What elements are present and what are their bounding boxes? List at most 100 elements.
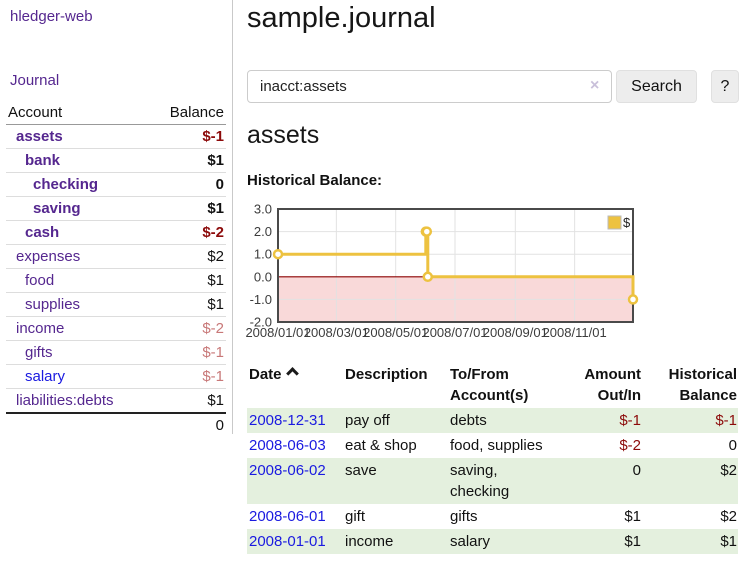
account-balance: $-1 <box>149 364 226 389</box>
account-balance: $1 <box>149 268 226 293</box>
search-form: × Search ? <box>247 70 739 103</box>
transaction-amount: $1 <box>624 508 641 525</box>
data-point-marker <box>421 226 433 237</box>
transaction-date-link[interactable]: 2008-06-02 <box>249 462 326 479</box>
transaction-description: pay off <box>345 412 390 429</box>
transaction-description: save <box>345 462 377 479</box>
transaction-description: income <box>345 533 394 550</box>
help-button[interactable]: ? <box>711 70 739 103</box>
transaction-accounts: salary <box>450 533 491 550</box>
col-tofrom-accounts: To/From Account(s) <box>450 366 529 404</box>
accounts-col-account: Account <box>6 101 150 125</box>
transaction-accounts: saving, checking <box>450 462 510 500</box>
accounts-total-value: 0 <box>149 412 226 437</box>
brand-link[interactable]: hledger-web <box>10 8 93 25</box>
account-link-supplies[interactable]: supplies <box>25 296 81 313</box>
account-link-liabilities-debts[interactable]: liabilities:debts <box>16 392 114 409</box>
plot-border <box>277 208 634 323</box>
transaction-balance: $1 <box>720 533 737 550</box>
account-row-food: food $1 <box>6 268 226 293</box>
account-link-gifts[interactable]: gifts <box>25 344 53 361</box>
x-tick-label: 2008/07/01 <box>422 325 487 340</box>
account-link-bank[interactable]: bank <box>25 152 61 169</box>
account-balance: $1 <box>149 388 226 413</box>
transaction-row: 2008-06-02 save saving, checking 0 $2 <box>247 458 738 504</box>
col-date-label: Date <box>249 366 282 383</box>
account-balance: $2 <box>149 244 226 269</box>
historical-balance-chart: 3.0 2.0 1.0 0.0 -1.0 -2.02008/01/012008/03/01… <box>245 202 639 340</box>
data-point-marker <box>272 248 284 260</box>
transaction-amount: $1 <box>624 533 641 550</box>
account-link-income[interactable]: income <box>16 320 65 337</box>
y-tick-label: -2.0 <box>250 315 272 330</box>
account-balance: $1 <box>149 292 226 317</box>
x-tick-label: 2008/11/01 <box>543 325 607 340</box>
account-row-cash: cash $-2 <box>6 220 226 245</box>
register-header-row: Date Description To/From Account(s) Amou… <box>247 362 738 408</box>
account-row-expenses: expenses $2 <box>6 244 226 269</box>
account-link-expenses[interactable]: expenses <box>16 248 81 265</box>
transaction-amount: $-2 <box>619 437 641 454</box>
col-description: Description <box>345 366 428 383</box>
transaction-accounts: gifts <box>450 508 478 525</box>
account-balance: $1 <box>149 196 226 221</box>
y-tick-label: 1.0 <box>254 247 272 262</box>
account-balance: $-1 <box>202 128 224 145</box>
page-title: sample.journal <box>247 2 436 34</box>
transaction-balance: $2 <box>720 508 737 525</box>
col-historical-balance: Historical Balance <box>668 366 737 404</box>
sidebar-item-journal[interactable]: Journal <box>10 72 60 89</box>
transaction-accounts: food, supplies <box>450 437 543 454</box>
account-link-checking[interactable]: checking <box>33 176 99 193</box>
transaction-amount: $-1 <box>619 412 641 429</box>
search-input[interactable] <box>247 70 612 103</box>
account-row-gifts: gifts $-1 <box>6 340 226 365</box>
search-button[interactable]: Search <box>616 70 697 103</box>
account-balance: $-2 <box>149 220 226 245</box>
data-point-marker <box>627 294 639 305</box>
transaction-date-link[interactable]: 2008-06-01 <box>249 508 326 525</box>
transaction-row: 2008-06-03 eat & shop food, supplies $-2… <box>247 433 738 458</box>
account-row-liabilities-debts: liabilities:debts $1 <box>6 388 226 413</box>
account-row-saving: saving $1 <box>6 196 226 221</box>
account-link-saving[interactable]: saving <box>33 200 81 217</box>
x-tick-label: 2008/05/01 <box>363 325 428 340</box>
transaction-date-link[interactable]: 2008-06-03 <box>249 437 326 454</box>
y-tick-label: 3.0 <box>254 202 272 217</box>
transaction-row: 2008-12-31 pay off debts $-1 $-1 <box>247 408 738 433</box>
account-balance: $1 <box>149 148 226 173</box>
legend-label: $ <box>623 215 631 230</box>
transaction-row: 2008-01-01 income salary $1 $1 <box>247 529 738 554</box>
account-balance: $-2 <box>149 316 226 341</box>
accounts-col-balance: Balance <box>149 101 226 125</box>
accounts-header-row: Account Balance <box>6 101 226 125</box>
transaction-balance: $2 <box>720 462 737 479</box>
accounts-table: Account Balance assets $-1 bank $1 check… <box>6 101 226 437</box>
transaction-date-link[interactable]: 2008-12-31 <box>249 412 326 429</box>
transaction-amount: 0 <box>632 462 641 479</box>
account-link-assets[interactable]: assets <box>16 128 63 145</box>
register-table: Date Description To/From Account(s) Amou… <box>247 362 738 554</box>
legend-swatch <box>607 215 622 230</box>
sidebar: hledger-web Journal Account Balance asse… <box>0 0 233 437</box>
x-tick-label: 2008/03/01 <box>304 325 369 340</box>
x-tick-label: 2008/01/01 <box>245 325 310 340</box>
transaction-date-link[interactable]: 2008-01-01 <box>249 533 326 550</box>
transaction-accounts: debts <box>450 412 487 429</box>
account-row-bank: bank $1 <box>6 148 226 173</box>
transaction-description: gift <box>345 508 366 525</box>
account-balance: 0 <box>149 172 226 197</box>
account-row-salary: salary $-1 <box>6 364 226 389</box>
account-link-cash[interactable]: cash <box>25 224 60 241</box>
account-row-supplies: supplies $1 <box>6 292 226 317</box>
y-tick-label: 2.0 <box>254 224 272 239</box>
chart-title: Historical Balance: <box>247 172 383 189</box>
account-link-food[interactable]: food <box>25 272 55 289</box>
y-tick-label: -1.0 <box>250 292 272 307</box>
clear-search-icon[interactable]: × <box>590 77 600 94</box>
col-date[interactable]: Date <box>247 362 343 408</box>
account-link-salary[interactable]: salary <box>25 368 66 385</box>
account-row-income: income $-2 <box>6 316 226 341</box>
account-row-checking: checking 0 <box>6 172 226 197</box>
